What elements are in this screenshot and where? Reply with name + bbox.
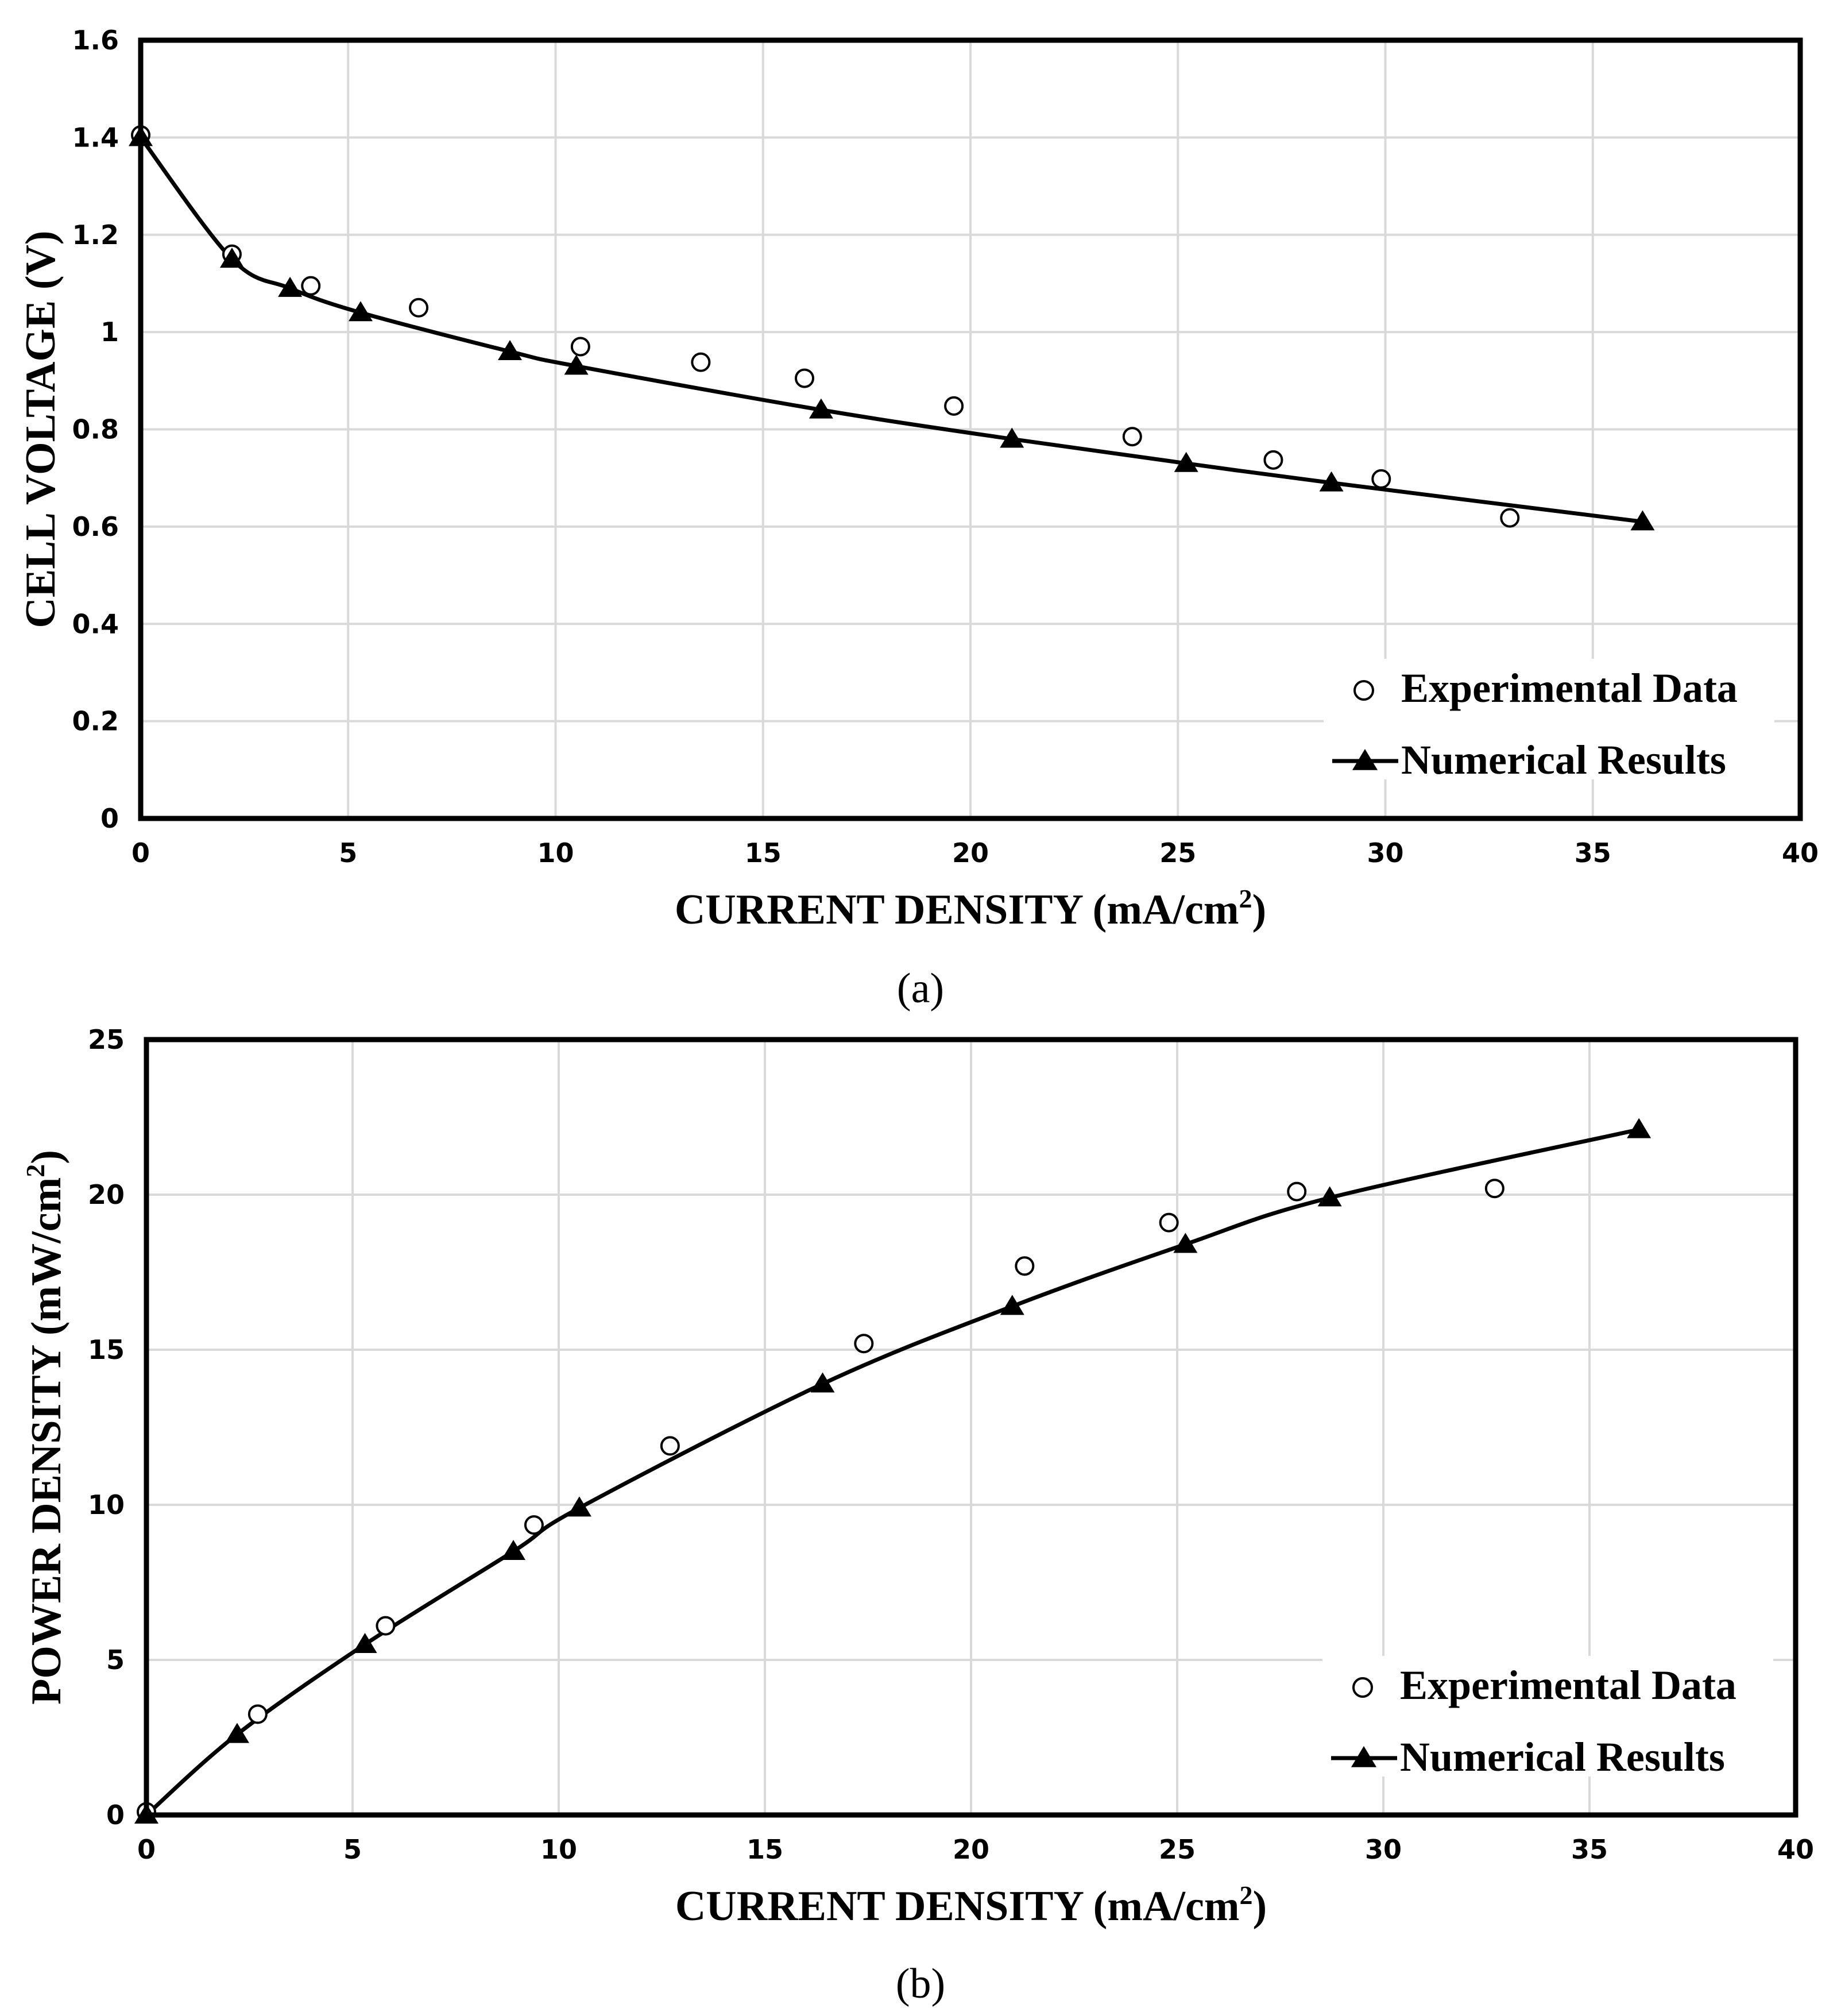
experimental-data-point — [1159, 1212, 1179, 1233]
y-tick-label: 0 — [100, 803, 119, 834]
y-axis-title: CELL VOLTAGE (V) — [17, 230, 64, 628]
experimental-data-point — [1371, 469, 1391, 489]
plot-frame — [144, 1037, 1799, 1818]
chart-panel-a: 0 5 10 15 20 25 30 35 40 0 0.2 0.4 0.6 0.8 1 1.2 1.4 1.6 C… — [17, 25, 1819, 933]
panel-b-caption: (b) — [896, 1960, 945, 2007]
numerical-results-point — [1319, 471, 1344, 492]
y-tick-label: 1 — [100, 316, 119, 347]
y-tick-label: 0 — [106, 1799, 125, 1830]
x-tick-label: 35 — [1575, 837, 1611, 868]
numerical-results-point — [219, 248, 244, 268]
legend-background — [1322, 1656, 1773, 1776]
y-tick-label: 0.4 — [72, 608, 119, 639]
plot-frame — [138, 37, 1803, 821]
experimental-data-point — [944, 396, 964, 416]
y-tick-label: 15 — [88, 1334, 125, 1365]
numerical-results-point — [809, 398, 833, 419]
numerical-results-point — [501, 1540, 526, 1560]
x-tick-label: 10 — [537, 837, 574, 868]
numerical-results-point — [353, 1633, 377, 1653]
x-axis-title: CURRENT DENSITY (mA/cm2) — [675, 884, 1266, 933]
legend-experimental-marker — [1353, 680, 1374, 701]
numerical-results-point — [278, 276, 303, 297]
numerical-results-line — [145, 1127, 1639, 1817]
legend-experimental-label: Experimental Data — [1400, 1662, 1736, 1708]
legend-experimental-label: Experimental Data — [1401, 665, 1738, 711]
x-tick-label: 25 — [1159, 1834, 1196, 1865]
y-tick-label: 0.6 — [72, 511, 119, 542]
y-tick-label: 20 — [88, 1179, 125, 1210]
y-tick-label: 1.2 — [72, 219, 119, 250]
y-tick-label: 25 — [88, 1024, 125, 1055]
y-tick-label: 1.4 — [72, 122, 119, 153]
numerical-results-point — [1173, 1233, 1198, 1253]
experimental-data-point — [247, 1704, 268, 1724]
experimental-data-point — [1263, 450, 1283, 470]
legend-numerical-marker — [1352, 749, 1378, 770]
y-tick-label: 10 — [88, 1489, 125, 1520]
legend-numerical-label: Numerical Results — [1400, 1734, 1725, 1780]
experimental-data-point — [524, 1515, 544, 1535]
y-tick-label: 0.8 — [72, 414, 119, 445]
y-tick-label: 1.6 — [72, 25, 119, 56]
x-tick-label: 20 — [952, 837, 989, 868]
x-tick-label: 5 — [339, 837, 357, 868]
experimental-data-point — [1484, 1179, 1504, 1199]
x-tick-label: 25 — [1159, 837, 1196, 868]
numerical-results-point — [1000, 1295, 1024, 1315]
x-tick-label: 20 — [953, 1834, 989, 1865]
experimental-data-point — [1500, 508, 1520, 528]
experimental-data-point — [691, 352, 711, 372]
numerical-results-point — [1627, 1118, 1652, 1138]
x-tick-label: 30 — [1367, 837, 1403, 868]
x-tick-label: 0 — [137, 1834, 156, 1865]
chart-panel-b: 0 5 10 15 20 25 30 35 40 0 5 10 15 20 25 CURRENT DENSIT… — [21, 1024, 1814, 1930]
experimental-data-point — [660, 1436, 680, 1456]
numerical-results-point — [1630, 510, 1655, 531]
numerical-results-point — [1000, 427, 1024, 448]
panel-a-caption: (a) — [897, 965, 944, 1012]
legend-background — [1324, 659, 1774, 779]
numerical-results-point — [567, 1496, 591, 1517]
y-tick-label: 0.2 — [72, 706, 119, 737]
x-tick-label: 10 — [540, 1834, 577, 1865]
experimental-data-point — [854, 1334, 874, 1354]
x-tick-label: 40 — [1777, 1834, 1814, 1865]
y-tick-label: 5 — [106, 1644, 125, 1675]
experimental-data-point — [795, 368, 814, 388]
numerical-results-point — [498, 340, 523, 360]
x-tick-label: 15 — [747, 1834, 783, 1865]
x-axis-title: CURRENT DENSITY (mA/cm2) — [675, 1880, 1267, 1930]
x-tick-label: 35 — [1571, 1834, 1608, 1865]
x-tick-label: 5 — [343, 1834, 362, 1865]
experimental-data-point — [1015, 1256, 1035, 1276]
legend-numerical-marker — [1351, 1746, 1377, 1767]
numerical-results-point — [810, 1372, 835, 1393]
experimental-data-point — [1287, 1181, 1307, 1202]
legend-numerical-label: Numerical Results — [1401, 737, 1726, 783]
experimental-data-point — [570, 337, 590, 357]
numerical-results-line — [139, 136, 1643, 524]
numerical-results-point — [348, 301, 373, 322]
numerical-results-point — [225, 1723, 249, 1743]
numerical-results-point — [564, 354, 589, 375]
numerical-results-point — [1174, 451, 1198, 472]
x-tick-label: 30 — [1365, 1834, 1402, 1865]
experimental-data-point — [376, 1616, 396, 1636]
experimental-data-point — [301, 276, 321, 296]
experimental-data-point — [409, 298, 429, 318]
x-tick-label: 40 — [1782, 837, 1819, 868]
y-axis-title: POWER DENSITY (mW/cm2) — [21, 1150, 70, 1705]
experimental-data-point — [1122, 427, 1142, 447]
legend-experimental-marker — [1352, 1677, 1373, 1698]
x-tick-label: 15 — [745, 837, 782, 868]
numerical-results-point — [1317, 1186, 1342, 1207]
x-tick-label: 0 — [132, 837, 150, 868]
